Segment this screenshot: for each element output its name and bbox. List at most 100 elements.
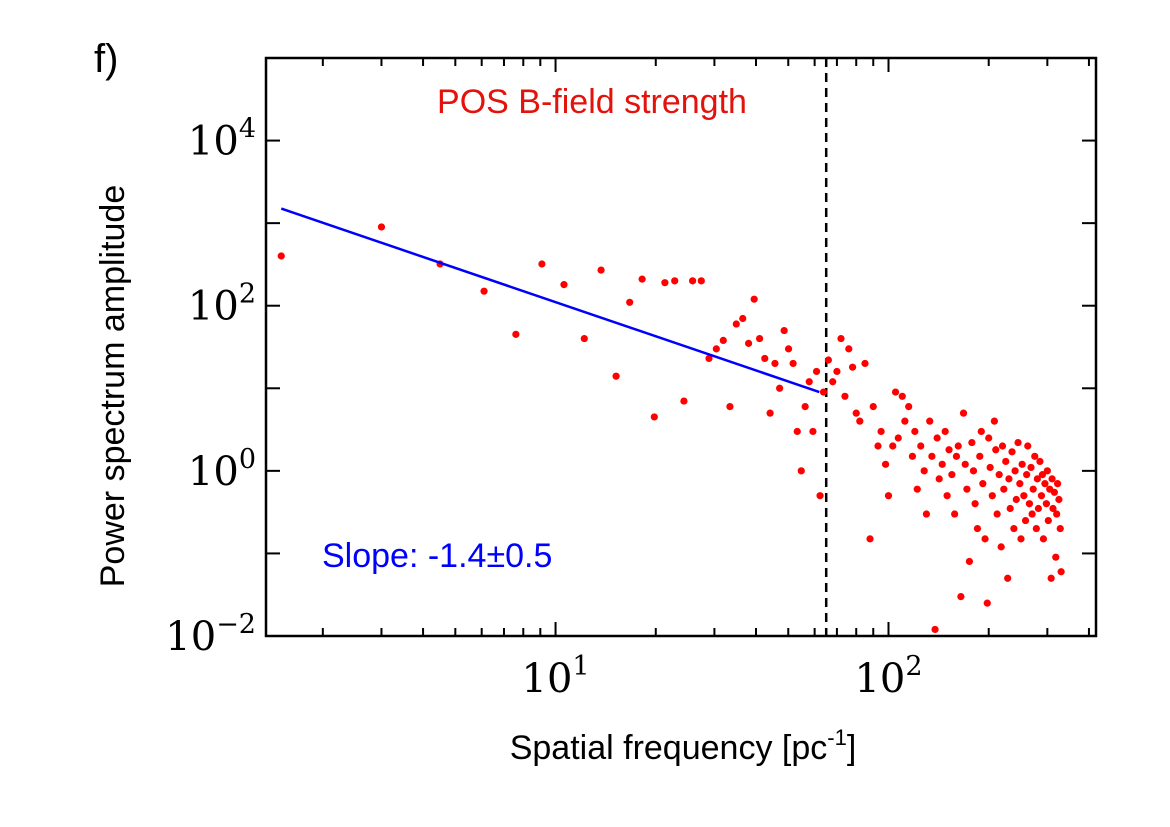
y-axis-label: Power spectrum amplitude bbox=[94, 185, 132, 588]
data-point bbox=[1053, 510, 1061, 518]
x-tick-label: 101 bbox=[522, 651, 590, 702]
data-point bbox=[898, 392, 906, 400]
data-point bbox=[1053, 480, 1062, 488]
data-point bbox=[784, 345, 793, 353]
data-point bbox=[755, 334, 764, 343]
data-point bbox=[833, 367, 841, 376]
data-point bbox=[961, 460, 969, 468]
data-point bbox=[889, 442, 897, 450]
data-point bbox=[580, 334, 588, 343]
data-point bbox=[869, 403, 877, 411]
data-point bbox=[805, 378, 813, 386]
data-point bbox=[985, 434, 993, 442]
data-point bbox=[848, 363, 857, 371]
data-point bbox=[1017, 535, 1025, 543]
x-tick-label-exp: 1 bbox=[572, 651, 589, 682]
data-point bbox=[1039, 535, 1048, 543]
data-point bbox=[977, 427, 985, 436]
data-point bbox=[377, 223, 386, 231]
data-point bbox=[1047, 574, 1055, 582]
data-point bbox=[1056, 524, 1064, 533]
data-point bbox=[776, 384, 784, 392]
data-point bbox=[538, 260, 546, 268]
data-point bbox=[1006, 504, 1014, 513]
data-point bbox=[771, 359, 779, 368]
x-tick-label-base: 10 bbox=[854, 656, 905, 702]
data-point bbox=[638, 275, 646, 283]
data-point bbox=[824, 356, 833, 364]
data-point bbox=[1010, 524, 1018, 533]
y-tick-label: 100 bbox=[188, 444, 256, 495]
data-point bbox=[1004, 574, 1012, 582]
data-point bbox=[1032, 524, 1040, 533]
data-point bbox=[819, 388, 828, 396]
data-point bbox=[712, 345, 720, 353]
data-point bbox=[973, 524, 982, 533]
data-point bbox=[793, 427, 801, 436]
data-point bbox=[1014, 438, 1022, 447]
data-point bbox=[877, 427, 885, 436]
y-tick-label-exp: 0 bbox=[239, 444, 256, 475]
data-point bbox=[680, 397, 688, 405]
data-point bbox=[965, 557, 974, 566]
data-point bbox=[969, 467, 978, 475]
data-point bbox=[705, 354, 713, 363]
axes-frame bbox=[264, 56, 1098, 638]
data-point bbox=[1031, 452, 1039, 460]
data-point bbox=[952, 452, 961, 460]
data-point bbox=[1043, 467, 1051, 475]
data-point bbox=[894, 434, 902, 442]
data-point bbox=[1029, 485, 1037, 493]
data-point bbox=[1025, 500, 1034, 508]
data-point bbox=[697, 277, 705, 285]
data-point bbox=[1037, 492, 1046, 500]
data-point bbox=[993, 510, 1001, 518]
y-tick-label-exp: 4 bbox=[239, 114, 256, 145]
data-point bbox=[829, 378, 837, 386]
data-point bbox=[941, 427, 949, 436]
data-point bbox=[881, 460, 890, 468]
data-point bbox=[968, 438, 976, 447]
data-point bbox=[943, 492, 951, 500]
data-point bbox=[874, 442, 882, 450]
data-point bbox=[597, 266, 605, 274]
data-point bbox=[1016, 480, 1024, 488]
fit-slope-label: Slope: -1.4±0.5 bbox=[322, 537, 552, 575]
data-point bbox=[837, 334, 845, 343]
y-tick-label-base: 10 bbox=[165, 614, 216, 660]
data-point bbox=[1027, 463, 1035, 472]
data-point bbox=[1057, 568, 1065, 576]
data-point bbox=[1052, 553, 1060, 561]
data-point bbox=[997, 543, 1005, 551]
data-point bbox=[938, 460, 946, 468]
data-point bbox=[688, 277, 697, 285]
data-point bbox=[1020, 492, 1028, 500]
data-point bbox=[951, 510, 959, 518]
data-point bbox=[766, 409, 774, 417]
data-point bbox=[963, 485, 971, 493]
data-point bbox=[981, 535, 989, 543]
data-point bbox=[650, 413, 658, 421]
y-tick-label-base: 10 bbox=[188, 284, 239, 330]
data-point bbox=[931, 625, 939, 634]
data-point bbox=[1034, 504, 1043, 513]
y-tick-label: 102 bbox=[188, 279, 256, 330]
data-point bbox=[1011, 467, 1019, 475]
data-point bbox=[979, 480, 987, 488]
panel-label: f) bbox=[94, 37, 118, 81]
data-point bbox=[512, 330, 520, 338]
data-point bbox=[861, 359, 869, 368]
data-point bbox=[1038, 471, 1047, 479]
data-point bbox=[801, 403, 809, 411]
data-point bbox=[928, 452, 936, 460]
data-point bbox=[671, 277, 679, 285]
data-point bbox=[971, 500, 979, 508]
data-point bbox=[1041, 480, 1049, 488]
x-axis-label: Spatial frequency [pc-1] bbox=[510, 725, 857, 767]
data-point bbox=[812, 367, 821, 376]
data-point bbox=[761, 354, 769, 363]
data-point bbox=[911, 427, 919, 436]
data-point bbox=[1021, 516, 1030, 525]
data-point bbox=[1012, 495, 1020, 504]
